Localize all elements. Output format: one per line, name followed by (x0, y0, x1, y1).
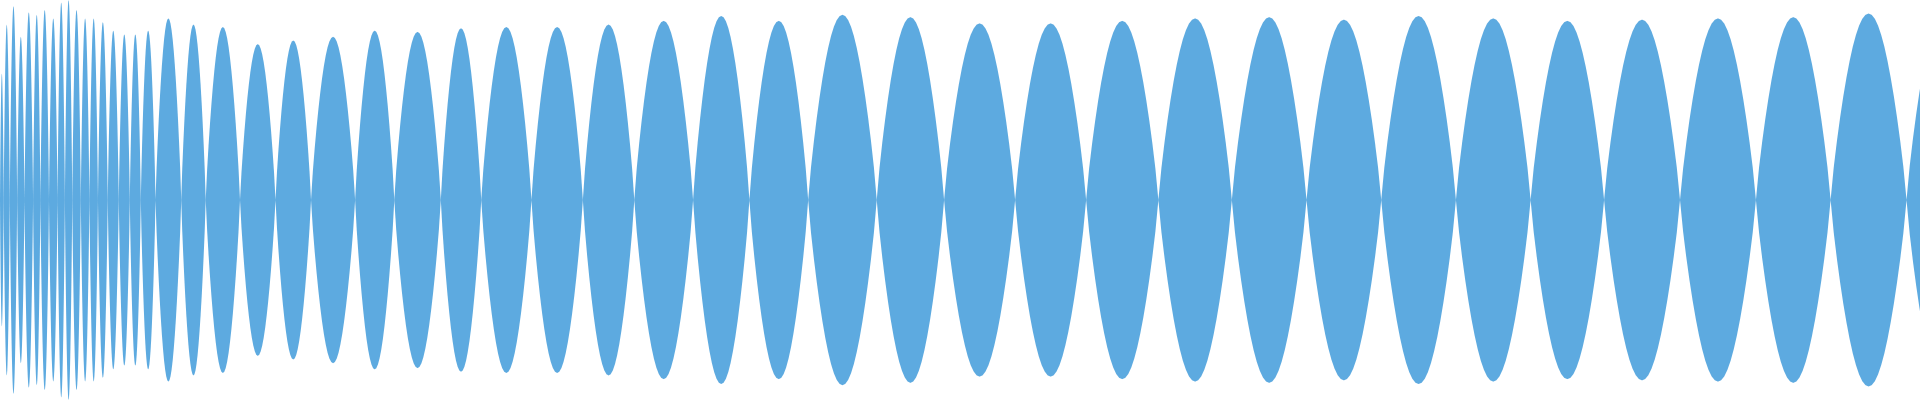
wave-lobe (205, 26, 240, 374)
wave-lobe (48, 18, 58, 382)
wave-lobe (129, 34, 141, 366)
wave-lobe (57, 2, 65, 398)
wave-lobe (481, 26, 532, 374)
wave-lobe (33, 14, 41, 386)
wave-lobe (876, 17, 945, 383)
wave-lobe (1015, 23, 1087, 377)
wave-lobe (17, 36, 25, 364)
wave-lobe (80, 18, 90, 382)
wave-lobe (440, 28, 482, 372)
wave-lobe (1158, 18, 1232, 382)
wave-lobe (1231, 17, 1307, 383)
wave-lobe (355, 30, 395, 370)
wave-lobe (1086, 20, 1159, 380)
wave-lobe (155, 18, 182, 382)
wave-lobe (24, 12, 34, 388)
wave-lobe (693, 15, 750, 385)
wave-lobe (944, 23, 1016, 377)
wave-lobe (181, 24, 206, 376)
wave-lobe (240, 44, 276, 356)
wave-lobe (582, 24, 635, 376)
wave-lobe (89, 18, 98, 382)
wave-lobe (3, 24, 10, 376)
wave-lobe (749, 20, 809, 380)
wave-lobe (808, 14, 877, 386)
wave-lobe (72, 9, 81, 391)
wave-lobe (275, 40, 312, 360)
wave-lobe (1530, 20, 1605, 380)
wave-lobe (311, 36, 356, 364)
wave-lobe (140, 30, 156, 370)
wave-lobe (1755, 17, 1831, 383)
wave-lobe (1604, 19, 1680, 381)
wave-lobe (1306, 19, 1382, 381)
wave-lobe (9, 6, 18, 394)
wave-lobe (118, 34, 130, 366)
wave-lobe (394, 31, 441, 369)
wave-lobe (64, 0, 73, 400)
wave-lobe (1906, 88, 1920, 312)
wave-lobe (634, 20, 694, 380)
wave-lobe (40, 9, 49, 391)
wave-lobe (97, 22, 108, 378)
wave-lobe (1680, 18, 1756, 382)
wave-lobe (1830, 13, 1907, 387)
wave-lobe (1381, 15, 1456, 385)
wave-lobe (0, 73, 4, 327)
wave-lobe (107, 30, 119, 370)
wave-lobe (1455, 18, 1531, 382)
wave-lobe (531, 26, 583, 374)
